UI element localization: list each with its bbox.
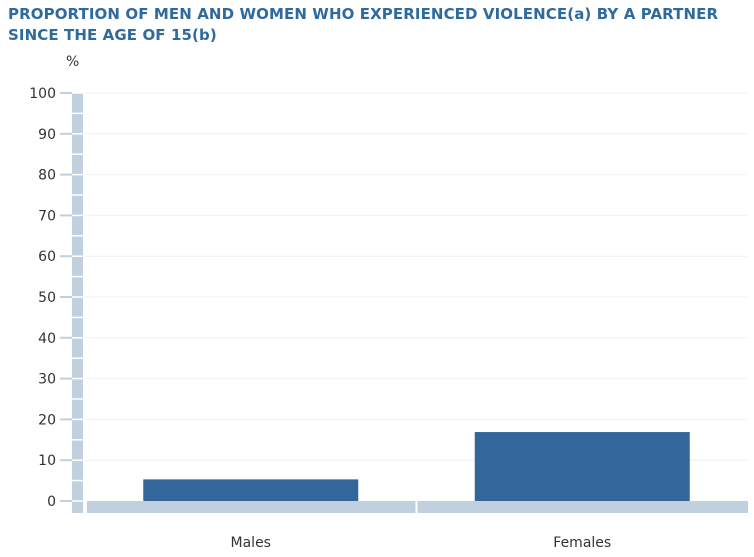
bar-males [143, 479, 359, 501]
bar-females [474, 432, 690, 501]
y-tick-label: 30 [38, 372, 56, 388]
y-tick-label: 10 [38, 453, 56, 469]
grid-lines [85, 92, 748, 461]
y-tick-label: 60 [38, 249, 56, 265]
x-axis [87, 501, 748, 513]
y-tick-label: 40 [38, 331, 56, 347]
y-tick-labels: 0 10 20 30 40 50 60 70 80 90 100 [29, 86, 56, 510]
y-tick-label: 100 [29, 86, 56, 102]
y-tick-label: 20 [38, 412, 56, 428]
y-tick-label: 50 [38, 290, 56, 306]
x-axis-band [417, 501, 748, 513]
x-tick-labels: Males Females [231, 535, 612, 551]
chart-title: PROPORTION OF MEN AND WOMEN WHO EXPERIEN… [8, 5, 719, 44]
y-tick-label: 90 [38, 127, 56, 143]
bars [143, 432, 690, 501]
y-axis-unit-label: % [66, 54, 80, 70]
x-tick-label: Females [553, 535, 611, 551]
x-tick-label: Males [231, 535, 271, 551]
y-tick-label: 0 [47, 494, 56, 510]
y-axis-bar [72, 93, 83, 513]
x-axis-band [87, 501, 416, 513]
y-axis [60, 92, 83, 513]
y-tick-label: 80 [38, 168, 56, 184]
y-tick-label: 70 [38, 208, 56, 224]
